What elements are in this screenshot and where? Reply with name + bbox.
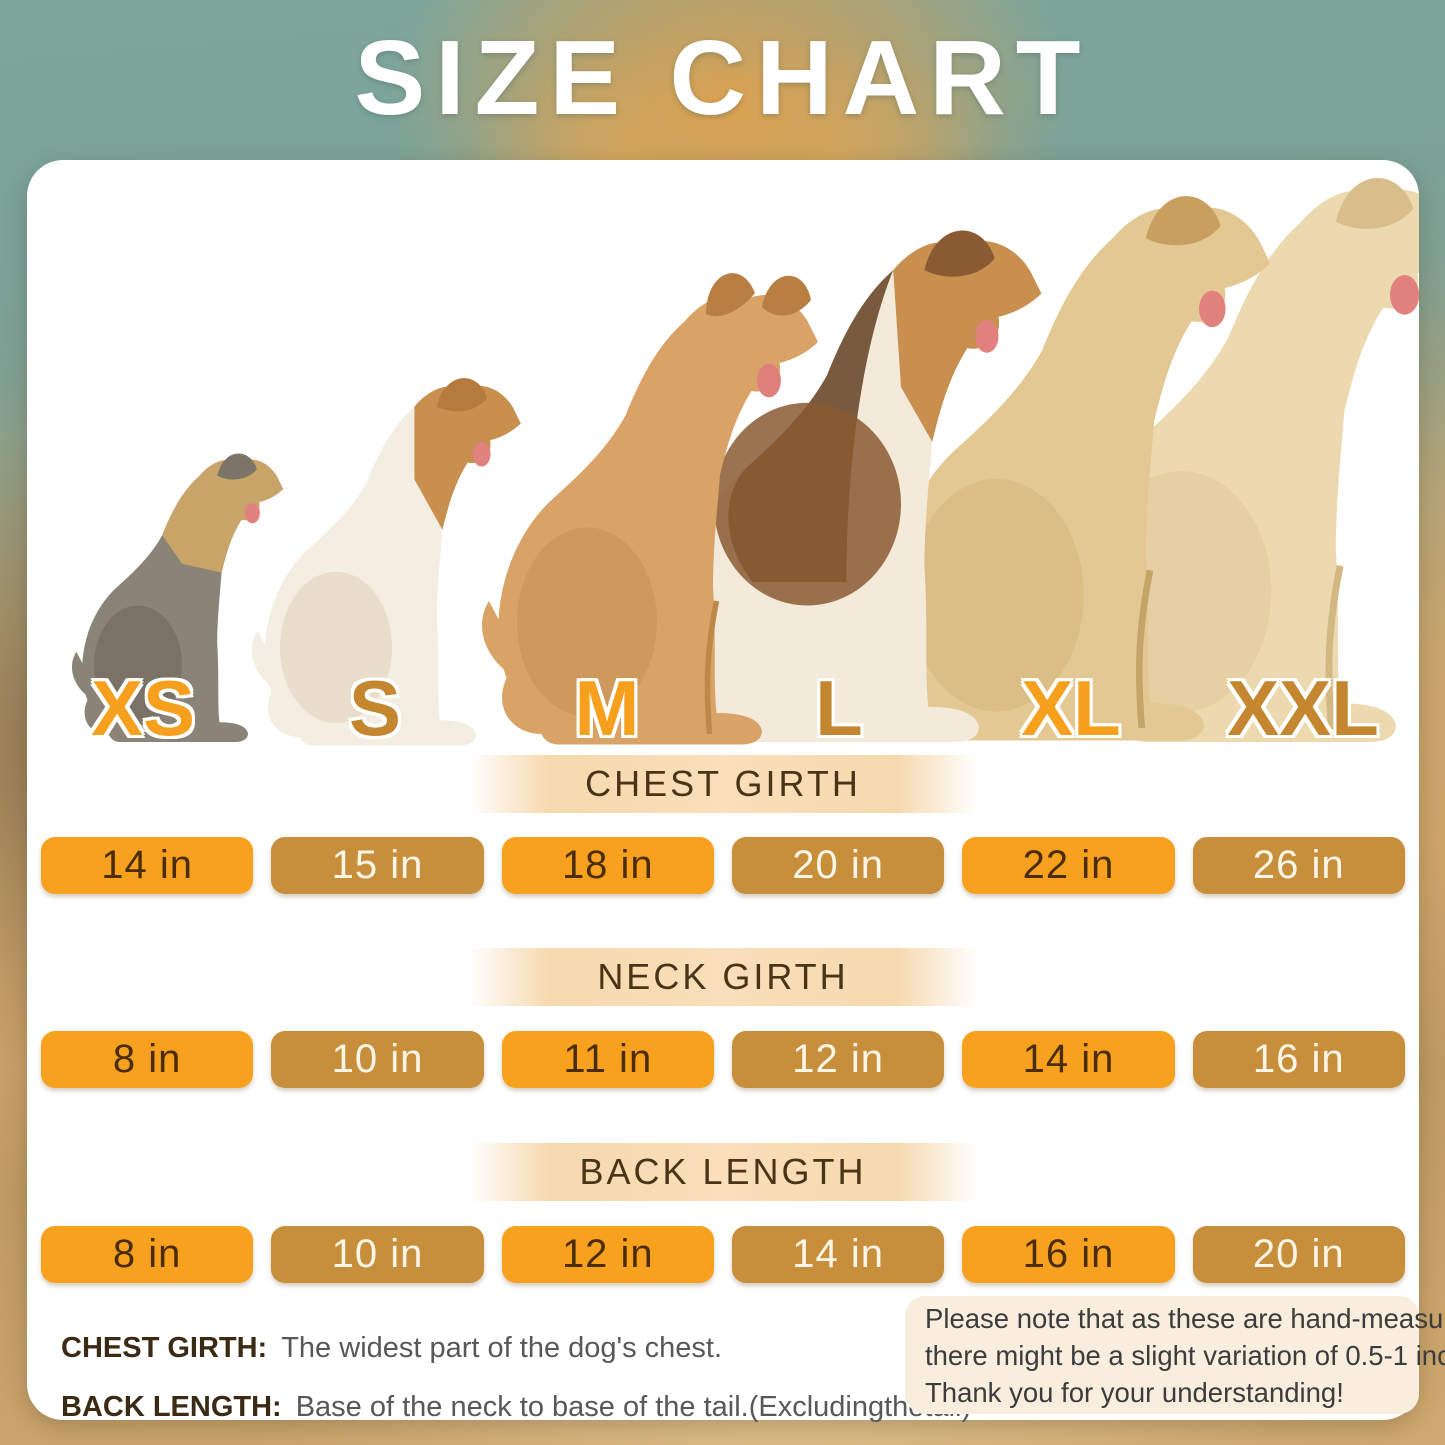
- labrador-xl: [871, 196, 1271, 741]
- back-length-s: 10 in: [271, 1226, 484, 1283]
- back-length-l: 14 in: [731, 1226, 945, 1283]
- chest-girth-values-row: 14 in 15 in 18 in 20 in 22 in 26 in: [41, 837, 1405, 894]
- chest-girth-xl: 22 in: [962, 837, 1175, 894]
- french-bulldog-m: [481, 273, 818, 745]
- back-length-xs: 8 in: [41, 1226, 254, 1283]
- beagle-l: [666, 230, 1042, 742]
- measurement-definitions: CHEST GIRTH: The widest part of the dog'…: [61, 1308, 971, 1424]
- neck-girth-s: 10 in: [271, 1031, 484, 1088]
- size-cell-xs: XS: [27, 658, 259, 758]
- size-label-xxl: XXL: [1227, 664, 1379, 752]
- section-header-chest-girth: CHEST GIRTH: [468, 755, 978, 813]
- dogs-lineup-illustration: [71, 178, 1419, 746]
- size-label-s: S: [348, 664, 402, 752]
- chest-girth-m: 18 in: [501, 837, 714, 894]
- chest-girth-l: 20 in: [731, 837, 945, 894]
- hand-measured-note-box: Please note that as these are hand-measu…: [905, 1296, 1445, 1414]
- size-label-l: L: [815, 664, 863, 752]
- section-header-neck-girth: NECK GIRTH: [468, 948, 978, 1006]
- size-label-xl: XL: [1021, 664, 1121, 752]
- chest-girth-definition: CHEST GIRTH: The widest part of the dog'…: [61, 1332, 891, 1365]
- size-cell-s: S: [259, 658, 491, 758]
- neck-girth-xs: 8 in: [41, 1031, 254, 1088]
- back-length-xxl: 20 in: [1192, 1226, 1405, 1283]
- neck-girth-xxl: 16 in: [1192, 1031, 1405, 1088]
- chest-girth-text: The widest part of the dog's chest.: [281, 1332, 722, 1364]
- jack-russell-s: [251, 378, 521, 746]
- neck-girth-values-row: 8 in 10 in 11 in 12 in 14 in 16 in: [41, 1031, 1405, 1088]
- back-length-values-row: 8 in 10 in 12 in 14 in 16 in 20 in: [41, 1226, 1405, 1283]
- back-length-term: BACK LENGTH:: [61, 1391, 282, 1423]
- neck-girth-xl: 14 in: [962, 1031, 1175, 1088]
- size-chart-card: XS S M L XL XXL CHEST GIRTH 14 in 15 in …: [27, 160, 1445, 1423]
- neck-girth-l: 12 in: [731, 1031, 945, 1088]
- back-length-text: Base of the neck to base of the tail.(Ex…: [295, 1391, 972, 1423]
- size-labels-row: XS S M L XL XXL: [27, 658, 1419, 758]
- chest-girth-term: CHEST GIRTH:: [61, 1332, 268, 1364]
- size-label-xs: XS: [90, 664, 196, 752]
- chest-girth-xs: 14 in: [41, 837, 254, 894]
- back-length-m: 12 in: [501, 1226, 714, 1283]
- yorkshire-terrier-xs: [71, 453, 284, 742]
- back-length-xl: 16 in: [962, 1226, 1175, 1283]
- section-header-back-length: BACK LENGTH: [468, 1143, 978, 1201]
- note-line-1: Please note that as these are hand-measu…: [925, 1302, 1445, 1334]
- size-cell-l: L: [723, 658, 955, 758]
- chest-girth-xxl: 26 in: [1192, 837, 1405, 894]
- chest-girth-s: 15 in: [271, 837, 484, 894]
- size-label-m: M: [574, 664, 640, 752]
- note-line-2: there might be a slight variation of 0.5…: [925, 1339, 1445, 1371]
- size-cell-m: M: [491, 658, 723, 758]
- back-length-definition: BACK LENGTH: Base of the neck to base of…: [61, 1391, 971, 1424]
- size-cell-xxl: XXL: [1187, 658, 1419, 758]
- size-cell-xl: XL: [955, 658, 1187, 758]
- neck-girth-m: 11 in: [501, 1031, 714, 1088]
- page-title: SIZE CHART: [354, 19, 1091, 137]
- note-line-3: Thank you for your understanding!: [925, 1376, 1344, 1408]
